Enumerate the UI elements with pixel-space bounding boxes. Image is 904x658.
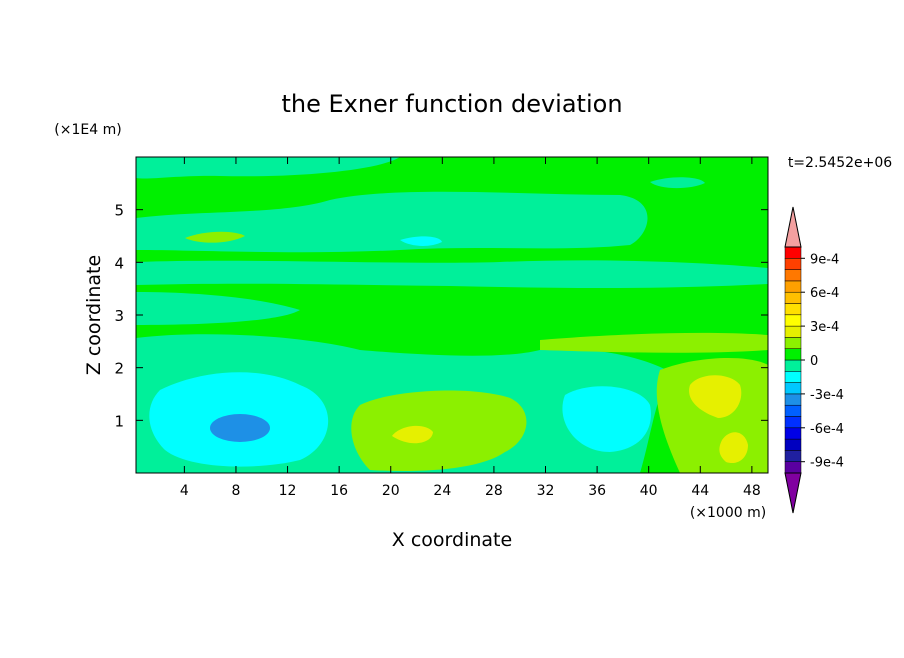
- colorbar-box: [784, 371, 802, 383]
- contour-fill: [650, 177, 705, 189]
- x-tick-label: 4: [180, 483, 189, 499]
- contour-fill: [392, 425, 433, 444]
- y-tick-label: 5: [114, 202, 124, 220]
- colorbar-box: [784, 258, 802, 270]
- colorbar-box: [784, 269, 802, 282]
- colorbar-over: [784, 206, 802, 248]
- colorbar-box: [784, 348, 802, 361]
- contour-field: [136, 157, 768, 473]
- x-axis-label: X coordinate: [392, 529, 512, 551]
- colorbar-box: [784, 359, 802, 372]
- colorbar-box: [784, 393, 802, 406]
- colorbar-box: [784, 246, 802, 259]
- colorbar-under: [784, 472, 802, 514]
- contour-fill: [210, 414, 270, 442]
- y-tick-label: 1: [114, 412, 124, 430]
- contour-fill: [351, 390, 527, 472]
- colorbar-label: -9e-4: [810, 456, 844, 471]
- colorbar-box: [784, 325, 802, 338]
- contour-fill: [136, 157, 400, 179]
- colorbar-box: [784, 303, 802, 316]
- colorbar-box: [784, 450, 802, 462]
- colorbar-label: 3e-4: [810, 320, 839, 335]
- contour-fill: [689, 375, 742, 418]
- x-tick-label: 24: [433, 483, 451, 499]
- x-tick-label: 8: [231, 483, 240, 499]
- colorbar-box: [784, 291, 802, 304]
- colorbar-box: [784, 438, 802, 451]
- contour-fill: [719, 432, 748, 464]
- colorbar-label: 6e-4: [810, 286, 839, 301]
- contour-fill: [562, 386, 651, 452]
- contour-fill: [540, 332, 768, 353]
- y-unit: (×1E4 m): [54, 122, 121, 138]
- colorbar-box: [784, 314, 802, 327]
- colorbar-label: -3e-4: [810, 388, 844, 403]
- x-tick-label: 36: [588, 483, 606, 499]
- colorbar-box: [784, 280, 802, 293]
- colorbar-label: -6e-4: [810, 422, 844, 437]
- chart-title: the Exner function deviation: [281, 90, 622, 118]
- y-axis-label: Z coordinate: [83, 255, 105, 375]
- colorbar-box: [784, 461, 802, 474]
- colorbar-box: [784, 404, 802, 417]
- y-tick-label: 4: [114, 254, 124, 272]
- colorbar-box: [784, 382, 802, 395]
- x-tick-label: 48: [743, 483, 761, 499]
- y-tick-label: 2: [114, 360, 124, 378]
- colorbar-label: 9e-4: [810, 252, 839, 267]
- colorbar-box: [784, 427, 802, 440]
- x-tick-label: 44: [691, 483, 709, 499]
- x-tick-label: 16: [330, 483, 348, 499]
- x-tick-label: 20: [382, 483, 400, 499]
- x-tick-label: 32: [537, 483, 555, 499]
- x-tick-label: 40: [640, 483, 658, 499]
- contour-fill: [400, 236, 442, 246]
- x-tick-label: 12: [279, 483, 297, 499]
- contour-fill: [136, 292, 300, 325]
- x-unit: (×1000 m): [690, 505, 766, 521]
- annotation: t=2.5452e+06: [788, 155, 892, 171]
- colorbar-box: [784, 416, 802, 429]
- contour-fill: [136, 191, 648, 253]
- x-tick-label: 28: [485, 483, 503, 499]
- contour-fill: [136, 260, 768, 288]
- contour-fill: [185, 231, 245, 243]
- colorbar-box: [784, 337, 802, 349]
- colorbar-label: 0: [810, 354, 818, 369]
- y-tick-label: 3: [114, 307, 124, 325]
